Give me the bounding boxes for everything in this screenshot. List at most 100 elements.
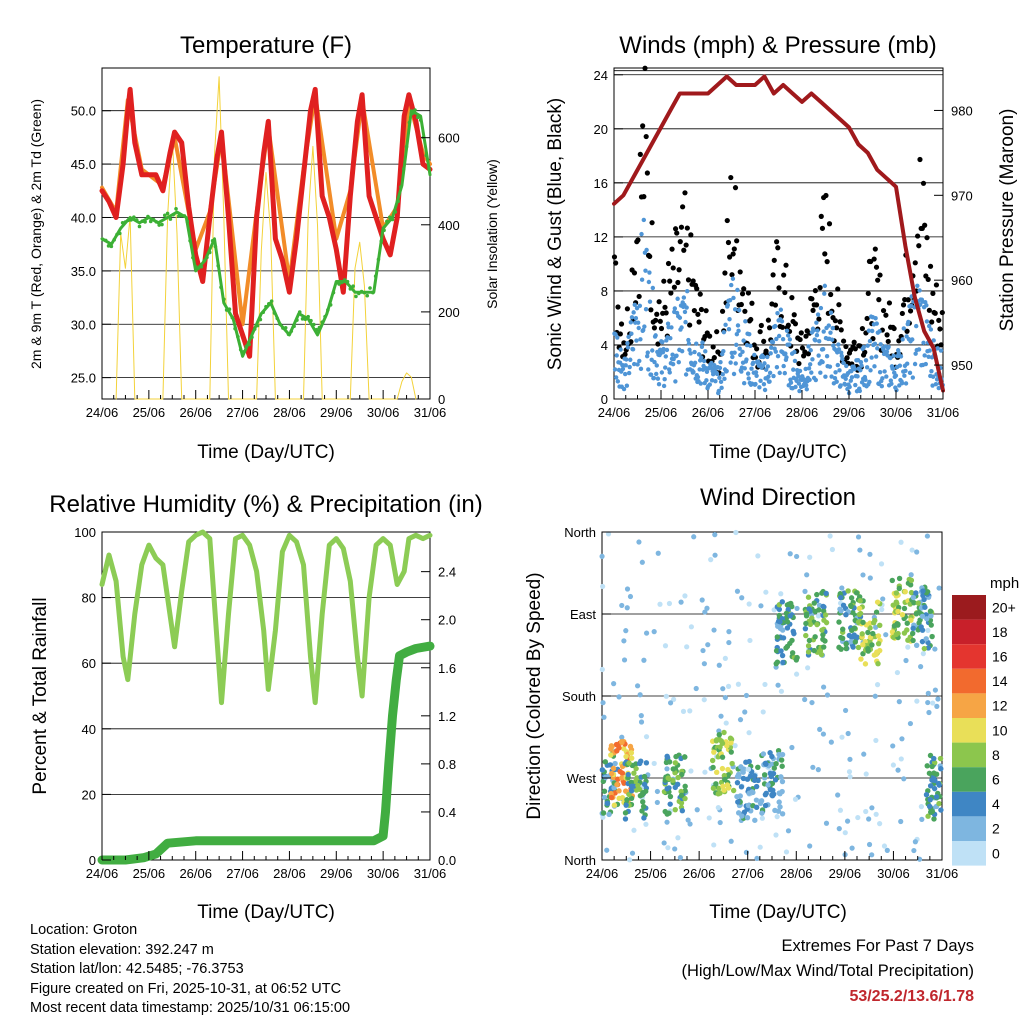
wind-point — [788, 380, 794, 385]
wind-point — [753, 381, 758, 387]
wind-point — [915, 283, 920, 288]
wind-point — [646, 279, 652, 285]
direction-y-label: Direction (Colored By Speed) — [524, 572, 545, 819]
direction-point — [869, 852, 875, 858]
direction-point — [821, 617, 827, 623]
direction-point — [662, 643, 669, 649]
direction-point — [667, 700, 674, 706]
direction-point — [783, 849, 790, 855]
direction-point — [843, 641, 849, 647]
wind-point — [631, 310, 636, 315]
direction-point — [863, 808, 869, 815]
wind-point — [813, 338, 818, 343]
direction-point — [628, 779, 634, 786]
gust-point — [877, 272, 883, 278]
wind-point — [865, 343, 870, 348]
wind-point — [855, 374, 860, 379]
wind-point — [648, 372, 654, 377]
gust-point — [745, 290, 752, 296]
wind-point — [828, 330, 833, 335]
gust-point — [835, 286, 841, 292]
direction-point — [860, 619, 866, 626]
colorbar-label: 20+ — [992, 599, 1016, 615]
gust-point — [843, 343, 849, 350]
direction-point — [684, 644, 690, 650]
direction-point — [639, 559, 645, 565]
direction-point — [889, 577, 895, 584]
wind-point — [810, 357, 815, 362]
direction-point — [787, 551, 793, 557]
gust-point — [873, 264, 880, 270]
wind-point — [896, 350, 901, 356]
wind-point — [635, 320, 641, 325]
direction-point — [924, 533, 931, 539]
gust-point — [912, 260, 918, 266]
direction-point — [932, 646, 938, 652]
winds-x-ticks: 24/06 25/06 26/06 27/06 28/06 29/06 30/06 31/06 — [598, 390, 959, 420]
direction-point — [721, 787, 727, 793]
direction-point — [608, 790, 614, 797]
direction-point — [899, 611, 906, 618]
wind-point — [632, 302, 637, 308]
wind-point — [807, 362, 813, 367]
direction-point — [889, 629, 896, 635]
dewpoint-point — [418, 118, 423, 122]
gust-point — [667, 278, 673, 284]
gust-point — [724, 217, 730, 224]
direction-point — [896, 575, 903, 582]
x-tick-label: 26/06 — [683, 866, 716, 881]
wind-point — [634, 338, 639, 343]
direction-point — [770, 770, 777, 777]
wind-point — [797, 388, 802, 394]
gust-point — [739, 291, 746, 297]
gust-point — [929, 319, 935, 325]
gust-point — [771, 257, 777, 263]
direction-point — [824, 692, 831, 698]
direction-point — [890, 602, 896, 608]
direction-point — [875, 660, 881, 667]
direction-point — [780, 659, 786, 666]
direction-point — [761, 772, 768, 778]
wind-point — [761, 381, 767, 387]
dewpoint-point — [250, 335, 254, 340]
wind-point — [817, 339, 822, 344]
direction-point — [682, 754, 688, 760]
direction-point — [619, 795, 626, 801]
wind-point — [627, 364, 632, 370]
wind-point — [815, 312, 821, 317]
direction-point — [721, 729, 727, 736]
x-tick-label: 27/06 — [226, 405, 259, 420]
direction-point — [822, 638, 828, 644]
wind-point — [623, 363, 628, 368]
direction-point — [927, 608, 934, 614]
direction-point — [599, 767, 606, 773]
direction-point — [622, 816, 629, 822]
y2-tick-label: 980 — [951, 103, 973, 118]
wind-point — [739, 369, 744, 374]
wind-point — [714, 371, 720, 377]
direction-point — [631, 770, 637, 776]
direction-point — [857, 598, 863, 604]
direction-point — [735, 771, 742, 778]
gust-point — [810, 307, 816, 313]
dewpoint-point — [373, 274, 378, 279]
direction-point — [779, 763, 785, 769]
direction-point — [713, 769, 720, 776]
colorbar-swatch — [952, 668, 986, 694]
direction-point — [777, 619, 783, 625]
gust-point — [683, 242, 689, 248]
extremes-box: Extremes For Past 7 Days (High/Low/Max W… — [681, 934, 974, 1009]
gust-point — [725, 239, 732, 246]
direction-point — [632, 778, 638, 785]
direction-point — [875, 633, 882, 639]
wind-point — [882, 369, 887, 374]
wind-point — [730, 276, 736, 281]
direction-point — [722, 776, 728, 783]
direction-point — [633, 787, 640, 793]
wind-point — [888, 355, 893, 361]
wind-point — [626, 370, 632, 376]
gust-point — [907, 308, 914, 314]
direction-point — [664, 811, 670, 817]
wind-point — [875, 346, 880, 351]
